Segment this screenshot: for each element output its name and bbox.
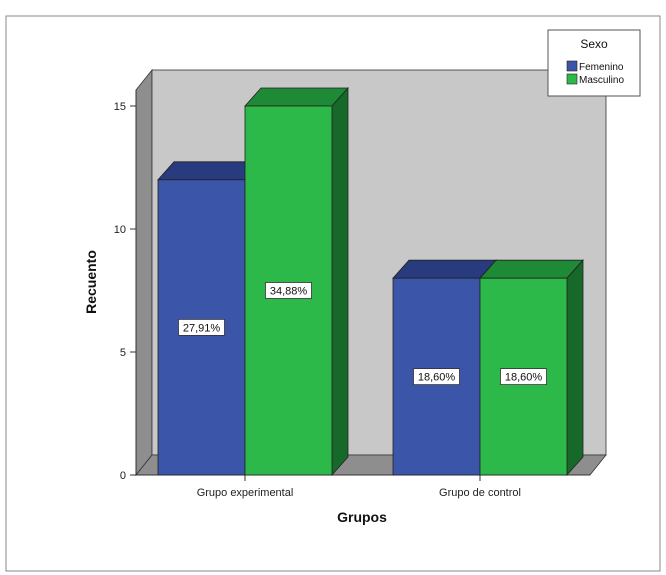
y-tick-0: 0	[120, 470, 136, 482]
bar-masculino-experimental-side	[331, 86, 349, 477]
x-tick-label-experimental: Grupo experimental	[197, 487, 294, 499]
bar-masculino-control-top	[479, 259, 584, 279]
bar-masculino-control-side	[566, 259, 584, 477]
legend: Sexo Femenino Masculino	[547, 29, 641, 97]
legend-title: Sexo	[580, 37, 608, 51]
y-tick-label-10: 10	[114, 224, 126, 236]
y-tick-label-0: 0	[120, 470, 126, 482]
data-label-masculino-control: 18,60%	[500, 368, 547, 386]
data-label-femenino-experimental: 27,91%	[178, 318, 225, 336]
legend-box	[547, 29, 641, 97]
y-tick-label-5: 5	[120, 347, 126, 359]
data-label-masculino-experimental: 34,88%	[265, 282, 312, 299]
data-label-text-femenino-experimental: 27,91%	[183, 322, 221, 334]
x-axis-title: Grupos	[337, 509, 387, 525]
y-tick-5: 5	[120, 347, 136, 359]
y-axis-title: Recuento	[83, 250, 99, 314]
x-tick-label-control: Grupo de control	[439, 487, 521, 499]
legend-swatch-femenino	[566, 60, 578, 72]
legend-label-masculino: Masculino	[579, 75, 624, 86]
data-label-text-masculino-experimental: 34,88%	[270, 286, 308, 298]
data-label-text-masculino-control: 18,60%	[505, 372, 543, 384]
data-label-text-femenino-control: 18,60%	[418, 372, 456, 384]
y-tick-10: 10	[114, 224, 136, 236]
bar-masculino-experimental-top	[244, 87, 349, 107]
data-label-femenino-control: 18,60%	[413, 368, 460, 386]
bar-group-control	[392, 259, 584, 477]
y-tick-15: 15	[114, 101, 136, 113]
legend-swatch-masculino	[566, 73, 578, 85]
left-wall	[135, 68, 153, 477]
legend-label-femenino: Femenino	[579, 62, 624, 73]
bar-femenino-control-top	[392, 259, 497, 279]
y-tick-label-15: 15	[114, 101, 126, 113]
